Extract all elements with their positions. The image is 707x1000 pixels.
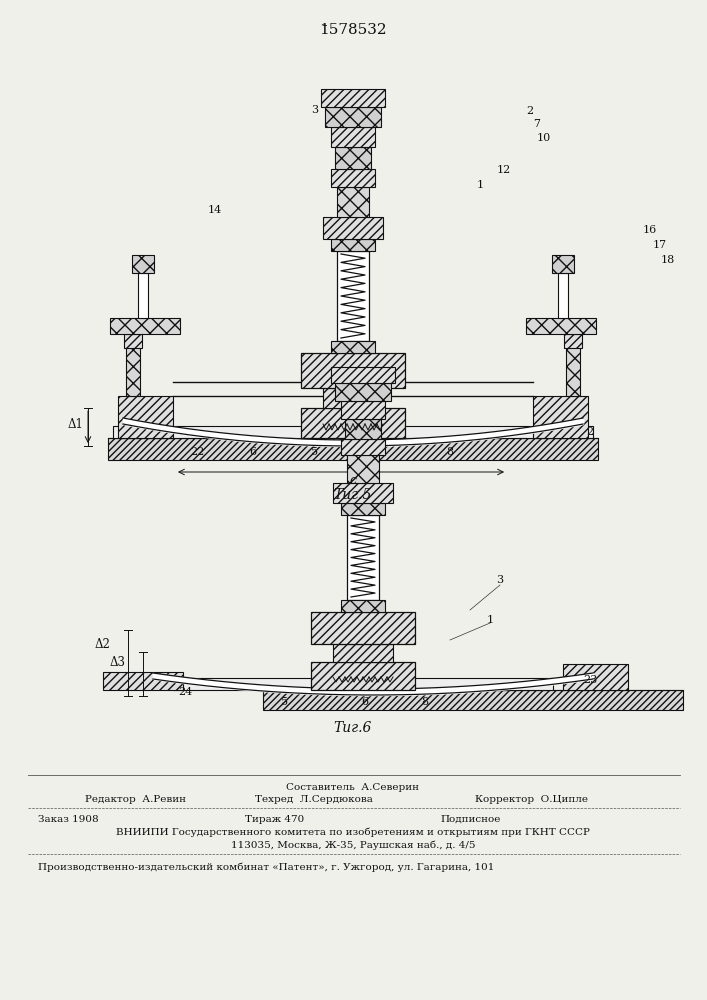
Text: 3: 3 bbox=[312, 105, 319, 115]
Bar bbox=[335, 147, 371, 169]
Bar bbox=[108, 438, 598, 460]
Text: 18: 18 bbox=[661, 255, 675, 265]
Text: 6: 6 bbox=[361, 697, 368, 707]
Text: Производственно-издательский комбинат «Патент», г. Ужгород, ул. Гагарина, 101: Производственно-издательский комбинат «П… bbox=[38, 862, 494, 872]
Bar bbox=[331, 239, 375, 251]
Bar bbox=[558, 273, 568, 318]
Bar bbox=[341, 439, 385, 455]
Text: Техред  Л.Сердюкова: Техред Л.Сердюкова bbox=[255, 794, 373, 804]
Bar bbox=[325, 107, 381, 127]
Bar bbox=[311, 612, 415, 644]
Bar bbox=[566, 346, 580, 396]
Bar bbox=[341, 503, 385, 515]
Bar bbox=[347, 455, 379, 483]
Bar bbox=[526, 318, 596, 334]
Text: 113035, Москва, Ж-35, Раушская наб., д. 4/5: 113035, Москва, Ж-35, Раушская наб., д. … bbox=[230, 840, 475, 850]
Bar bbox=[323, 217, 383, 239]
Text: Подписное: Подписное bbox=[440, 814, 501, 824]
Bar bbox=[173, 678, 553, 690]
Bar bbox=[335, 383, 391, 401]
Bar bbox=[331, 169, 375, 187]
Text: 8: 8 bbox=[421, 697, 428, 707]
Bar bbox=[113, 426, 593, 438]
Bar bbox=[301, 353, 405, 388]
Bar bbox=[341, 600, 385, 612]
Text: 22: 22 bbox=[190, 447, 204, 457]
Text: Τиг.5: Τиг.5 bbox=[334, 488, 372, 502]
Bar bbox=[138, 273, 148, 318]
Text: Тираж 470: Тираж 470 bbox=[245, 814, 304, 824]
Bar bbox=[126, 346, 140, 396]
Text: 8: 8 bbox=[446, 447, 454, 457]
Bar bbox=[533, 396, 588, 438]
Text: 2: 2 bbox=[527, 106, 534, 116]
Text: Корректор  О.Ципле: Корректор О.Ципле bbox=[475, 794, 588, 804]
Text: c: c bbox=[349, 474, 356, 487]
Bar bbox=[347, 515, 379, 600]
Text: 12: 12 bbox=[497, 165, 511, 175]
Bar bbox=[331, 367, 395, 383]
Bar bbox=[331, 341, 375, 353]
Bar bbox=[337, 251, 369, 341]
Bar bbox=[345, 419, 381, 439]
Text: 5: 5 bbox=[312, 447, 319, 457]
Bar bbox=[301, 408, 405, 438]
Bar bbox=[333, 644, 393, 662]
Bar bbox=[552, 255, 574, 273]
Bar bbox=[103, 672, 183, 690]
Text: 17: 17 bbox=[653, 240, 667, 250]
Text: 2: 2 bbox=[586, 427, 594, 437]
Text: ВНИИПИ Государственного комитета по изобретениям и открытиям при ГКНТ СССР: ВНИИПИ Государственного комитета по изоб… bbox=[116, 827, 590, 837]
Bar bbox=[311, 662, 415, 690]
Text: 1: 1 bbox=[486, 615, 493, 625]
Bar bbox=[331, 127, 375, 147]
Bar bbox=[321, 89, 385, 107]
Bar bbox=[118, 396, 173, 438]
Bar bbox=[110, 318, 180, 334]
Bar bbox=[333, 483, 393, 503]
Bar bbox=[337, 187, 369, 217]
Text: 6: 6 bbox=[250, 447, 257, 457]
Text: 1578532: 1578532 bbox=[319, 23, 387, 37]
Bar bbox=[563, 664, 628, 690]
Text: 14: 14 bbox=[208, 205, 222, 215]
Bar bbox=[323, 388, 383, 408]
Text: Составитель  А.Северин: Составитель А.Северин bbox=[286, 782, 419, 792]
Text: 24: 24 bbox=[178, 687, 192, 697]
Text: Τиг.6: Τиг.6 bbox=[334, 721, 372, 735]
Text: 7: 7 bbox=[534, 119, 540, 129]
Text: 16: 16 bbox=[643, 225, 657, 235]
Text: 10: 10 bbox=[537, 133, 551, 143]
Text: Редактор  А.Ревин: Редактор А.Ревин bbox=[85, 794, 186, 804]
Bar bbox=[564, 334, 582, 348]
Bar bbox=[263, 690, 683, 710]
Text: Δ2: Δ2 bbox=[94, 639, 110, 652]
Text: 5: 5 bbox=[281, 697, 288, 707]
Text: Δ1: Δ1 bbox=[67, 418, 83, 432]
Text: 23: 23 bbox=[583, 675, 597, 685]
Bar bbox=[124, 334, 142, 348]
Text: Δ3: Δ3 bbox=[110, 656, 126, 668]
Bar bbox=[132, 255, 154, 273]
Text: 1: 1 bbox=[477, 180, 484, 190]
Text: Заказ 1908: Заказ 1908 bbox=[38, 814, 98, 824]
Text: 3: 3 bbox=[496, 575, 503, 585]
Bar bbox=[341, 401, 385, 419]
